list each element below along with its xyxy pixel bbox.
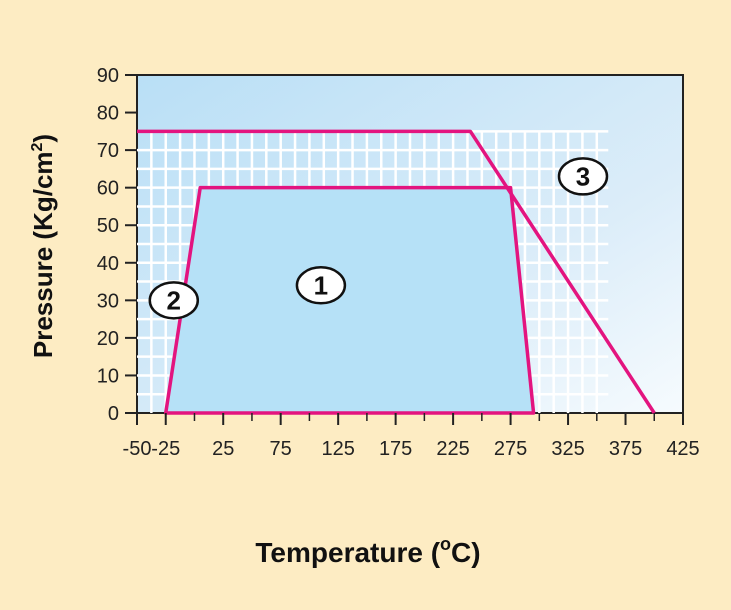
y-tick-label: 60 [97,178,119,200]
x-axis-label: Temperature (oC) [255,534,480,568]
x-tick-label: 125 [321,438,354,460]
zone-2-badge [148,281,200,320]
y-tick-label: 30 [97,290,119,312]
y-tick-label: 10 [97,365,119,387]
y-tick-label: 80 [97,103,119,125]
x-tick-label: 25 [212,438,234,460]
x-tick-label: 325 [551,438,584,460]
x-tick-label: 425 [666,438,699,460]
axes: 0 10 20 30 40 50 60 70 80 90 -50 -25 25 75 125 175 225 27… [97,65,700,460]
zone-2-boundary [137,129,656,414]
x-tick-label: -25 [151,438,180,460]
y-tick-label: 0 [108,403,119,425]
x-tick-label: 225 [436,438,469,460]
y-tick-label: 20 [97,328,119,350]
zone-3-badge [557,157,609,196]
zone-3-label: 3 [576,161,590,191]
y-tick-label: 70 [97,140,119,162]
zone-1-label: 1 [314,270,328,300]
x-tick-label: 175 [379,438,412,460]
zones [137,129,656,415]
x-tick-label: 75 [270,438,292,460]
x-tick-label: 375 [609,438,642,460]
zone-labels: 1 2 3 [148,157,609,320]
zone-1-area [163,185,536,415]
y-axis-label: Pressure (Kg/cm2) [28,134,58,358]
x-tick-label: 275 [494,438,527,460]
y-tick-label: 40 [97,253,119,275]
y-tick-label: 50 [97,215,119,237]
zone-2-label: 2 [167,285,181,315]
zone-1-badge [295,266,347,305]
x-tick-label: -50 [123,438,152,460]
y-tick-label: 90 [97,65,119,87]
